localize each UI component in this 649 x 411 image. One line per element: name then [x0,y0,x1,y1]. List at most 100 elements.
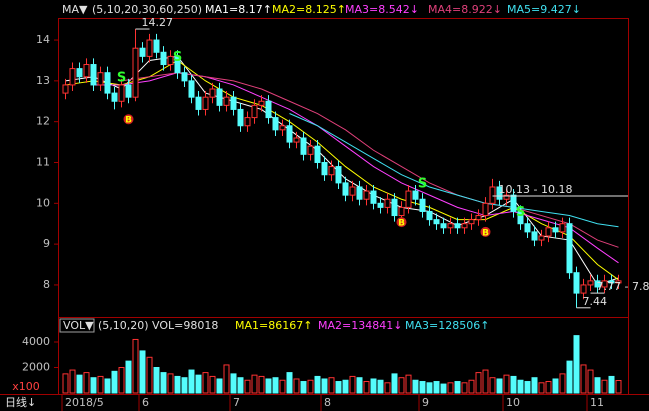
volume-bar [377,379,384,394]
candle-body [314,145,321,163]
volume-bar [132,338,139,394]
candle-body [475,215,482,221]
volume-bar [125,360,132,394]
volume-bar [517,379,524,394]
candle-body [244,117,251,127]
volume-bar [615,380,622,394]
annotation-label: 7.44 [583,295,608,308]
volume-bar [216,378,223,394]
ma-line [65,59,619,281]
candle-body [608,280,615,284]
candle-body [188,80,195,98]
signal: B [482,228,489,238]
volume-bar [76,374,83,394]
signal-badge [480,226,491,237]
volume-bar [195,374,202,394]
candle-body [167,55,174,66]
volume-bar [181,377,188,394]
candle-body [433,219,440,225]
volume-bar [251,374,258,394]
candle-body [153,39,160,53]
volume-bar [531,377,538,394]
candle-body [174,55,181,74]
candle-body [160,51,167,66]
x-tick-label: 8 [324,396,331,409]
candle-body [391,198,398,217]
candle-body [573,272,580,294]
volume-bar [440,383,447,394]
candle-body [132,47,139,98]
candle-body [461,223,468,229]
ma-menu[interactable]: MA▼ [62,3,88,16]
vol-menu-box[interactable] [59,318,95,333]
candle-body [202,96,209,110]
candle-body [279,125,286,131]
candle-body [62,84,69,94]
y-tick-label: 4000 [22,335,50,348]
candle-body [97,72,104,86]
volume-bar [510,375,517,394]
signal-badge [396,217,407,228]
ma-legend: MA1=8.17↑ [205,3,272,16]
vol-legend: MA2=134841↓ [318,319,402,332]
volume-bar [559,373,566,394]
candle-body [321,161,328,176]
volume-bar [97,375,104,394]
ma-line [289,113,619,228]
candle-body [538,235,545,241]
volume-bar [447,382,454,394]
volume-bar [118,366,125,394]
volume-bar [503,374,510,394]
volume-bar [468,379,475,394]
candle-body [447,223,454,229]
x-tick-label: 10 [506,396,520,409]
candle-body [580,284,587,294]
candle-body [440,223,447,229]
candle-body [90,64,97,86]
signal: S [173,50,182,65]
volume-bar [230,373,237,394]
period-label[interactable]: 日线↓ [5,395,36,409]
candle-body [230,96,237,110]
volume-bar [188,369,195,394]
volume-bar [62,373,69,394]
y-tick-label: 13 [36,74,50,87]
candle-body [531,231,538,241]
candle-body [405,190,412,208]
candle-body [307,145,314,155]
candle-body [265,100,272,119]
volume-bar [587,369,594,394]
candle-body [118,84,125,102]
annotation-label: 14.27 [142,16,174,29]
volume-bar [104,378,111,394]
candle-body [363,190,370,200]
vol-menu[interactable]: VOL▼ [63,319,94,332]
candle-body [370,190,377,204]
volume-bar [153,366,160,394]
y-tick-label: 11 [36,155,50,168]
volume-bar [391,373,398,394]
ma-legend: MA5=9.427↓ [507,3,581,16]
candle-body [195,96,202,110]
candle-body [468,219,475,225]
ma-line [121,72,619,248]
x-tick-label: 11 [590,396,604,409]
vol-legend: MA1=86167↑ [235,319,312,332]
volume-bar [475,372,482,394]
signal-badge [123,114,134,125]
volume-bar [286,372,293,394]
volume-bar [608,375,615,394]
candle-body [146,39,153,57]
volume-bar [258,375,265,394]
signal: S [516,205,525,220]
vol-legend: VOL=98018 [152,319,218,332]
candle-body [223,96,230,106]
candle-body [272,117,279,131]
x-tick-label: 6 [142,396,149,409]
volume-bar [265,378,272,394]
volume-bar [69,369,76,394]
ma-legend: MA3=8.542↓ [345,3,419,16]
volume-bar [90,377,97,394]
